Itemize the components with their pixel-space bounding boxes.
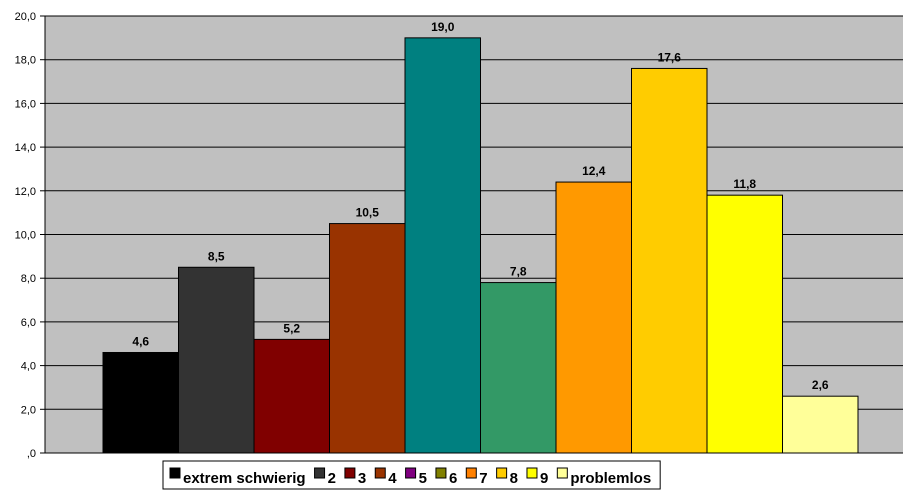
y-axis: ,0 2,0 4,0 6,0 8,0 10,0 12,0 14,0 16,0 18,0 20,0 [15, 11, 46, 460]
legend-swatch [496, 467, 508, 479]
y-tick-label: 2,0 [21, 404, 36, 416]
data-labels: 4,6 8,5 5,2 10,5 19,0 7,8 12,4 17,6 11,8 2,6 [132, 20, 829, 392]
data-label: 2,6 [812, 378, 829, 392]
legend-swatch [526, 467, 538, 479]
data-label: 17,6 [658, 50, 682, 64]
legend-swatch [344, 467, 356, 479]
legend-label: 8 [510, 470, 518, 487]
legend-swatch [314, 467, 326, 479]
data-label: 5,2 [283, 321, 300, 335]
bar [178, 266, 255, 454]
legend-swatch [169, 467, 181, 479]
bar [782, 395, 859, 454]
legend-label: extrem schwierig [183, 470, 306, 487]
y-tick-label: 6,0 [21, 317, 36, 329]
legend: extrem schwierig 2 3 4 5 6 7 8 9 problemlos [162, 460, 661, 490]
legend-label: 9 [540, 470, 548, 487]
legend-label: 7 [479, 470, 487, 487]
bar [253, 338, 330, 454]
legend-swatch [405, 467, 417, 479]
y-tick-label: ,0 [27, 448, 36, 460]
bars [102, 37, 859, 454]
bar [555, 181, 632, 454]
data-label: 7,8 [510, 265, 527, 279]
bar [480, 282, 557, 454]
y-tick-label: 8,0 [21, 273, 36, 285]
y-tick-label: 16,0 [15, 98, 36, 110]
bar [631, 67, 708, 454]
data-label: 8,5 [208, 249, 225, 263]
bar [706, 194, 783, 454]
legend-label: 6 [449, 470, 457, 487]
y-tick-label: 12,0 [15, 186, 36, 198]
y-tick-label: 4,0 [21, 361, 36, 373]
data-label: 19,0 [431, 20, 455, 34]
y-tick-label: 18,0 [15, 55, 36, 67]
legend-label: 3 [358, 470, 366, 487]
data-label: 10,5 [356, 206, 380, 220]
legend-label: 5 [419, 470, 427, 487]
y-tick-label: 20,0 [15, 11, 36, 23]
legend-swatch [556, 467, 568, 479]
bar [329, 223, 406, 454]
legend-swatch [435, 467, 447, 479]
legend-swatch [374, 467, 386, 479]
legend-label: 2 [328, 470, 336, 487]
bar [102, 351, 179, 454]
data-label: 12,4 [582, 164, 606, 178]
y-tick-label: 10,0 [15, 230, 36, 242]
legend-swatch [465, 467, 477, 479]
legend-label: 4 [388, 470, 397, 487]
legend-label: problemlos [570, 470, 651, 487]
bar [404, 37, 481, 454]
data-label: 4,6 [132, 334, 149, 348]
y-tick-label: 14,0 [15, 142, 36, 154]
data-label: 11,8 [733, 177, 756, 191]
